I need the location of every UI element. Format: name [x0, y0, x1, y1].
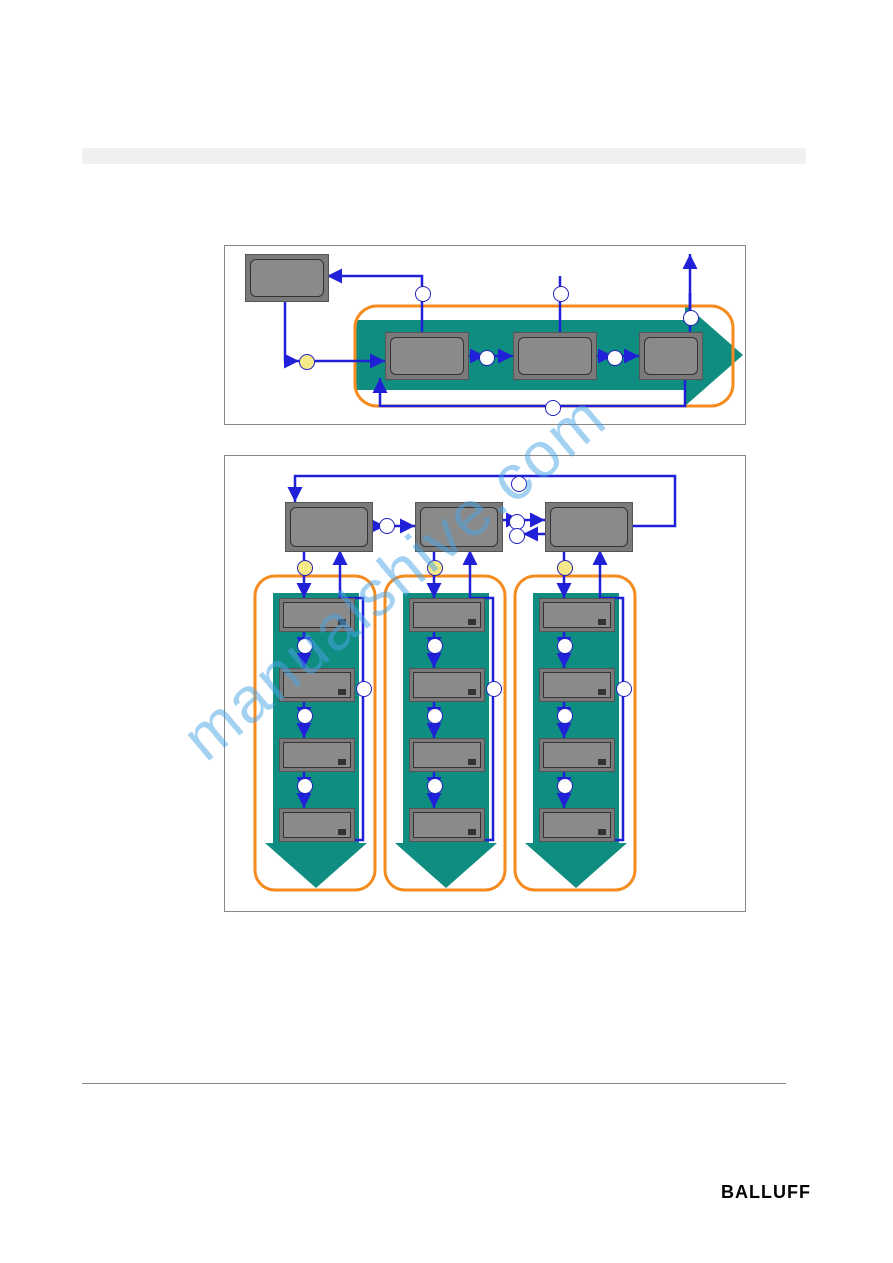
footer-separator — [82, 1083, 786, 1084]
d1-row-box-1 — [513, 332, 597, 380]
d1-row-box-2 — [639, 332, 703, 380]
d2-c1-white-2 — [427, 778, 443, 794]
d2-yellow-2 — [557, 560, 573, 576]
d2-top-box-1 — [415, 502, 503, 552]
d2-c0-box-2-inner — [283, 742, 351, 768]
d1-white-circle-2 — [683, 310, 699, 326]
d1-yellow-circle — [299, 354, 315, 370]
logo-text: BALLUFF — [721, 1182, 811, 1203]
d2-c2-white-1 — [557, 708, 573, 724]
d2-top-box-2 — [545, 502, 633, 552]
d2-c1-box-1-inner — [413, 672, 481, 698]
d2-c0-box-2 — [279, 738, 355, 772]
d2-c1-box-3 — [409, 808, 485, 842]
d2-c0-box-1 — [279, 668, 355, 702]
d2-yellow-0 — [297, 560, 313, 576]
d2-c2-box-3 — [539, 808, 615, 842]
d2-c2-box-2 — [539, 738, 615, 772]
d1-row-box-1-inner — [518, 337, 592, 375]
d1-row-box-2-inner — [644, 337, 698, 375]
d2-c0-box-0-inner — [283, 602, 351, 628]
d2-c1-white-1 — [427, 708, 443, 724]
d2-c0-white-0 — [297, 638, 313, 654]
d2-c2-box-1-inner — [543, 672, 611, 698]
d1-white-circle-1 — [553, 286, 569, 302]
d2-c2-box-1 — [539, 668, 615, 702]
d2-c1-box-1 — [409, 668, 485, 702]
d2-c1-box-2-inner — [413, 742, 481, 768]
d2-top-box-0 — [285, 502, 373, 552]
d2-top-white-2 — [509, 528, 525, 544]
d2-c2-box-0-inner — [543, 602, 611, 628]
d2-c1-box-3-inner — [413, 812, 481, 838]
d2-top-white-3 — [511, 476, 527, 492]
d1-white-circle-3 — [479, 350, 495, 366]
d2-c1-box-2 — [409, 738, 485, 772]
d2-c0-box-3 — [279, 808, 355, 842]
d2-c0-box-3-inner — [283, 812, 351, 838]
d2-c2-box-2-inner — [543, 742, 611, 768]
page: manualshive.com BALLUFF — [0, 0, 893, 1263]
d2-c0-white-1 — [297, 708, 313, 724]
d2-top-box-2-inner — [550, 507, 628, 547]
d2-yellow-1 — [427, 560, 443, 576]
d2-c1-loop-white — [486, 681, 502, 697]
d2-c0-box-0 — [279, 598, 355, 632]
d2-c1-box-0-inner — [413, 602, 481, 628]
d1-top-box-inner — [250, 259, 324, 297]
d2-c2-loop-white — [616, 681, 632, 697]
d2-c1-box-0 — [409, 598, 485, 632]
d2-c2-box-0 — [539, 598, 615, 632]
d2-top-box-1-inner — [420, 507, 498, 547]
diagram-2 — [224, 455, 746, 912]
d1-row-box-0 — [385, 332, 469, 380]
header-bar — [82, 148, 806, 164]
d2-c2-white-0 — [557, 638, 573, 654]
d2-c1-white-0 — [427, 638, 443, 654]
d2-c0-box-1-inner — [283, 672, 351, 698]
d2-c2-white-2 — [557, 778, 573, 794]
d1-white-circle-0 — [415, 286, 431, 302]
d2-c0-white-2 — [297, 778, 313, 794]
d2-top-white-0 — [379, 518, 395, 534]
d1-top-box — [245, 254, 329, 302]
d1-white-circle-5 — [545, 400, 561, 416]
d2-top-box-0-inner — [290, 507, 368, 547]
d1-white-circle-4 — [607, 350, 623, 366]
d2-c0-loop-white — [356, 681, 372, 697]
d1-row-box-0-inner — [390, 337, 464, 375]
diagram-1 — [224, 245, 746, 425]
d2-c2-box-3-inner — [543, 812, 611, 838]
